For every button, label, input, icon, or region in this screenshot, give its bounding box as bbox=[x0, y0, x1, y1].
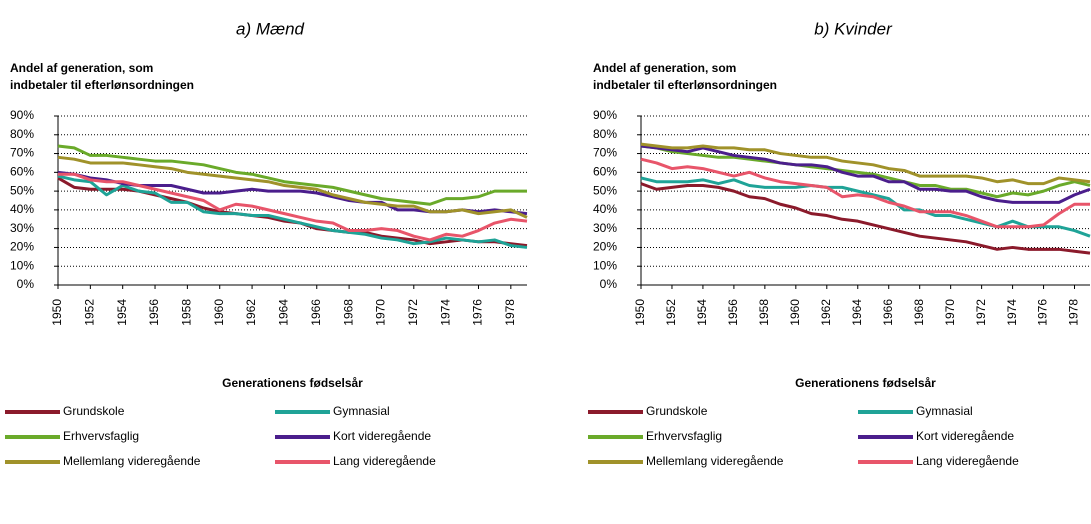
y-tick-label: 70% bbox=[593, 146, 617, 160]
x-tick-label: 1956 bbox=[147, 299, 161, 326]
x-tick-label: 1964 bbox=[277, 299, 291, 326]
legend-label: Lang videregående bbox=[333, 454, 436, 468]
y-tick-label: 80% bbox=[10, 127, 34, 141]
x-tick-label: 1978 bbox=[503, 299, 517, 326]
y-tick-label: 30% bbox=[593, 221, 617, 235]
data-line bbox=[57, 155, 528, 219]
y-tick-label: 10% bbox=[10, 258, 34, 272]
y-tick-label: 0% bbox=[17, 277, 35, 291]
y-tick-label: 20% bbox=[10, 240, 34, 254]
x-tick-label: 1950 bbox=[633, 299, 647, 326]
y-tick-label: 90% bbox=[10, 108, 34, 122]
legend-label: Grundskole bbox=[646, 404, 708, 418]
legend-label: Grundskole bbox=[63, 404, 125, 418]
x-tick-label: 1968 bbox=[341, 299, 355, 326]
x-tick-label: 1954 bbox=[115, 299, 129, 326]
x-tick-label: 1960 bbox=[788, 299, 802, 326]
y-axis-label: indbetaler til efterlønsordningen bbox=[593, 78, 777, 92]
legend-label: Gymnasial bbox=[916, 404, 973, 418]
legend-label: Erhvervsfaglig bbox=[646, 429, 722, 443]
y-tick-label: 40% bbox=[593, 202, 617, 216]
legend-label: Gymnasial bbox=[333, 404, 390, 418]
data-line bbox=[57, 170, 528, 216]
x-tick-label: 1966 bbox=[309, 299, 323, 326]
legend-label: Mellemlang videregående bbox=[63, 454, 201, 468]
y-axis-label: Andel af generation, som bbox=[593, 61, 736, 75]
y-tick-label: 60% bbox=[10, 165, 34, 179]
chart-title: b) Kvinder bbox=[814, 19, 893, 38]
legend-label: Mellemlang videregående bbox=[646, 454, 784, 468]
x-tick-label: 1964 bbox=[850, 299, 864, 326]
x-tick-label: 1962 bbox=[819, 299, 833, 326]
x-tick-label: 1952 bbox=[83, 299, 97, 326]
data-line bbox=[640, 142, 1091, 186]
data-line bbox=[640, 144, 1091, 204]
legend-label: Lang videregående bbox=[916, 454, 1019, 468]
x-tick-label: 1972 bbox=[974, 299, 988, 326]
x-tick-label: 1970 bbox=[943, 299, 957, 326]
data-line bbox=[58, 172, 528, 242]
x-tick-label: 1972 bbox=[406, 299, 420, 326]
data-line bbox=[57, 144, 527, 206]
y-tick-label: 30% bbox=[10, 221, 34, 235]
data-line bbox=[640, 176, 1091, 238]
y-tick-label: 80% bbox=[593, 127, 617, 141]
y-tick-label: 50% bbox=[593, 183, 617, 197]
x-tick-label: 1958 bbox=[757, 299, 771, 326]
chart-title: a) Mænd bbox=[236, 19, 305, 38]
data-line bbox=[640, 157, 1090, 229]
y-tick-label: 0% bbox=[600, 277, 618, 291]
x-tick-label: 1976 bbox=[471, 299, 485, 326]
data-line bbox=[57, 174, 528, 249]
x-tick-label: 1960 bbox=[212, 299, 226, 326]
y-tick-label: 10% bbox=[593, 258, 617, 272]
x-tick-label: 1966 bbox=[881, 299, 895, 326]
x-axis-label: Generationens fødselsår bbox=[222, 376, 363, 390]
y-tick-label: 20% bbox=[593, 240, 617, 254]
x-tick-label: 1976 bbox=[1036, 299, 1050, 326]
x-tick-label: 1950 bbox=[50, 299, 64, 326]
x-tick-label: 1978 bbox=[1067, 299, 1081, 326]
y-tick-label: 90% bbox=[593, 108, 617, 122]
x-tick-label: 1968 bbox=[912, 299, 926, 326]
x-axis-label: Generationens fødselsår bbox=[795, 376, 936, 390]
y-tick-label: 60% bbox=[593, 165, 617, 179]
x-tick-label: 1952 bbox=[664, 299, 678, 326]
x-tick-label: 1958 bbox=[180, 299, 194, 326]
legend-label: Kort videregående bbox=[916, 429, 1014, 443]
y-tick-label: 40% bbox=[10, 202, 34, 216]
legend-label: Erhvervsfaglig bbox=[63, 429, 139, 443]
data-line bbox=[640, 182, 1091, 255]
x-tick-label: 1954 bbox=[695, 299, 709, 326]
y-axis-label: indbetaler til efterlønsordningen bbox=[10, 78, 194, 92]
y-tick-label: 50% bbox=[10, 183, 34, 197]
x-tick-label: 1974 bbox=[1005, 299, 1019, 326]
data-line bbox=[640, 144, 1091, 199]
y-tick-label: 70% bbox=[10, 146, 34, 160]
x-tick-label: 1974 bbox=[438, 299, 452, 326]
legend-label: Kort videregående bbox=[333, 429, 431, 443]
x-tick-label: 1956 bbox=[726, 299, 740, 326]
y-axis-label: Andel af generation, som bbox=[10, 61, 153, 75]
x-tick-label: 1962 bbox=[244, 299, 258, 326]
x-tick-label: 1970 bbox=[374, 299, 388, 326]
